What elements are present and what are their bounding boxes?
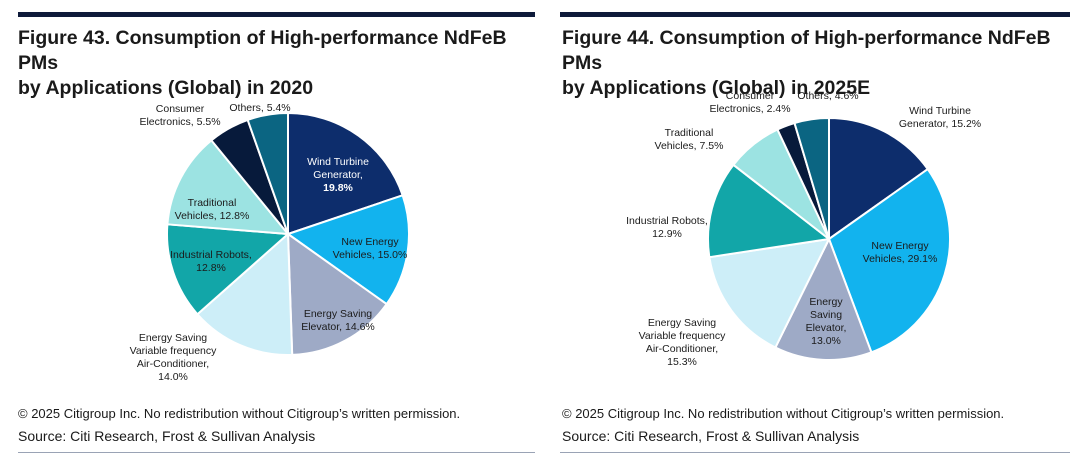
pie-label-wind-turbine-generator: Wind Turbine Generator, 15.2% (899, 105, 981, 130)
pie-slice-new-energy-vehicles (287, 194, 410, 306)
pie-label-traditional-vehicles: Traditional Vehicles, 12.8% (175, 197, 250, 222)
pie-slice-industrial-robots (706, 163, 830, 259)
pie-slice-energy-saving-elevator (774, 238, 873, 361)
figure-43-title-line1: Figure 43. Consumption of High-performan… (18, 27, 507, 74)
pie-slice-others (246, 112, 289, 235)
pie-label-energy-saving-elevator: Energy Saving Elevator, 13.0% (806, 296, 847, 347)
pie-label-energy-saving-variable-frequency-air-conditioner: Energy Saving Variable frequency Air-Condi… (130, 332, 218, 383)
top-rule-left (18, 12, 535, 17)
bottom-rule-left (18, 452, 535, 453)
figure-44-title: Figure 44. Consumption of High-performan… (562, 26, 1080, 101)
pie-slice-traditional-vehicles (166, 139, 289, 235)
figure-43-pie-chart: Wind Turbine Generator, 19.8% New Energy Veh… (130, 102, 410, 383)
pie-slice-new-energy-vehicles (828, 168, 951, 354)
pie-label-industrial-robots: Industrial Robots, 12.8% (170, 249, 252, 274)
pie-label-consumer-electronics: Consumer Electronics, 5.5% (139, 103, 220, 128)
figure-43-panel: Figure 43. Consumption of High-performan… (18, 0, 538, 468)
figure-43-title-line2: by Applications (Global) in 2020 (18, 77, 314, 99)
pie-label-new-energy-vehicles: New Energy Vehicles, 15.0% (333, 236, 408, 261)
pie-label-energy-saving-elevator: Energy Saving Elevator, 14.6% (301, 308, 375, 333)
pie-slice-others (793, 117, 830, 240)
pie-label-others: Others, 4.6% (797, 90, 858, 102)
pie-label-industrial-robots: Industrial Robots, 12.9% (626, 215, 708, 240)
figure-44-title-line2: by Applications (Global) in 2025E (562, 77, 871, 99)
pie-slice-wind-turbine-generator (287, 112, 404, 235)
figure-44-title-line1: Figure 44. Consumption of High-performan… (562, 27, 1051, 74)
pie-label-wind-turbine-generator: Wind Turbine Generator, 19.8% (307, 156, 369, 194)
figure-43-title: Figure 43. Consumption of High-performan… (18, 26, 538, 101)
figure-44-source: Source: Citi Research, Frost & Sullivan … (562, 428, 860, 444)
pie-slice-wind-turbine-generator (828, 117, 929, 240)
pie-label-energy-saving-variable-frequency-air-conditioner: Energy Saving Variable frequency Air-Condi… (639, 317, 727, 368)
figure-44-pie-chart: Wind Turbine Generator, 15.2% New Energy Ve… (626, 90, 981, 368)
pie-slice-energy-saving-variable-frequency-air-conditioner (196, 233, 294, 356)
figure-44-copyright: © 2025 Citigroup Inc. No redistribution … (562, 406, 1005, 421)
pie-label-consumer-electronics: Consumer Electronics, 2.4% (709, 90, 790, 115)
pie-slice-industrial-robots (166, 223, 289, 316)
pie-label-others: Others, 5.4% (229, 102, 290, 114)
figure-43-source: Source: Citi Research, Frost & Sullivan … (18, 428, 316, 444)
top-rule-right (560, 12, 1070, 17)
bottom-rule-right (560, 452, 1070, 453)
figure-44-panel: Figure 44. Consumption of High-performan… (562, 0, 1077, 468)
pie-label-traditional-vehicles: Traditional Vehicles, 7.5% (655, 127, 724, 152)
pie-label-new-energy-vehicles: New Energy Vehicles, 29.1% (863, 240, 938, 265)
figure-43-copyright: © 2025 Citigroup Inc. No redistribution … (18, 406, 461, 421)
pie-slice-energy-saving-elevator (287, 233, 388, 356)
pie-slice-energy-saving-variable-frequency-air-conditioner (708, 238, 830, 349)
